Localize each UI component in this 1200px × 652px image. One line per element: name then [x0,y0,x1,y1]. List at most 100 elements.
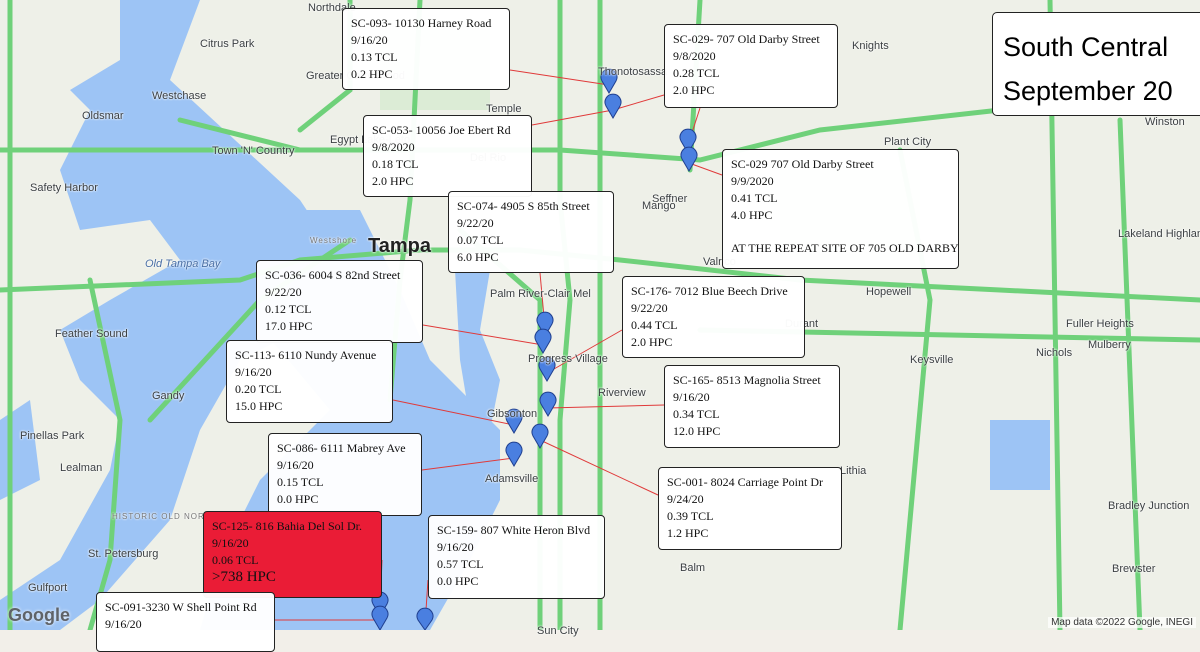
place-label: Brewster [1112,563,1156,575]
callout: SC-091-3230 W Shell Point Rd 9/16/20 [96,592,275,652]
callout-line: 2.0 HPC [673,83,715,97]
callout: SC-001- 8024 Carriage Point Dr 9/24/20 0.3… [658,467,842,550]
callout-line: SC-091-3230 W Shell Point Rd [105,600,257,614]
callout-line: SC-029 707 Old Darby Street [731,157,874,171]
callout: SC-074- 4905 S 85th Street 9/22/20 0.07 TC… [448,191,614,273]
place-label: Lakeland Highlands [1118,228,1200,240]
callout-line: 4.0 HPC [731,208,773,222]
place-label: Safety Harbor [30,182,98,194]
place-label: Sun City [537,625,579,637]
callout-line: 1.2 HPC [667,526,709,540]
place-label: Seffner [652,193,688,205]
callout-line: 2.0 HPC [631,335,673,349]
callout-line: SC-053- 10056 Joe Ebert Rd [372,123,511,137]
callout-line: 9/16/20 [351,33,388,47]
place-label: Keysville [910,354,954,366]
attribution: Map data ©2022 Google, INEGI [1048,617,1196,628]
pins [371,68,698,630]
place-label: Gandy [152,390,185,402]
callout-line: 0.57 TCL [437,557,484,571]
callout-line: AT THE REPEAT SITE OF 705 OLD DARBY [731,241,959,255]
place-label: Gibsonton [487,408,538,420]
place-label: Thonotosassa [598,66,668,78]
place-label: Town 'N' Country [212,145,295,157]
place-label: Hopewell [866,286,912,298]
callout-line: 0.2 HPC [351,67,393,81]
water [455,270,500,430]
callout-line: 2.0 HPC [372,174,414,188]
callout-line: SC-113- 6110 Nundy Avenue [235,348,377,362]
place-label: Knights [852,40,889,52]
callout-line: 9/24/20 [667,492,704,506]
callout: SC-176- 7012 Blue Beech Drive 9/22/20 0.44… [622,276,805,358]
place-label: Winston [1145,116,1185,128]
place-label: Balm [680,562,706,574]
place-label: Tampa [368,235,431,257]
callout-line: 0.07 TCL [457,233,504,247]
place-label: Nichols [1036,347,1073,359]
callout-line: 0.41 TCL [731,191,778,205]
callout-line: SC-036- 6004 S 82nd Street [265,268,401,282]
callout-line: 9/16/20 [437,540,474,554]
callout-line: 0.12 TCL [265,302,312,316]
callout: SC-053- 10056 Joe Ebert Rd 9/8/2020 0.18 T… [363,115,532,197]
place-label: Progress Village [528,353,608,365]
place-label: Mulberry [1088,339,1131,351]
callout: SC-125- 816 Bahia Del Sol Dr. 9/16/20 0.06… [203,511,382,598]
water [0,0,340,630]
callout-line: 9/16/20 [673,390,710,404]
callout-line: 0.15 TCL [277,475,324,489]
callout-line: 0.06 TCL [212,553,259,567]
callout-line: 6.0 HPC [457,250,499,264]
place-label: Gulfport [28,582,68,594]
place-label: Citrus Park [200,38,255,50]
place-label: HISTORIC OLD NORTHEAST [112,512,243,521]
place-label: Riverview [598,387,646,399]
place-label: Bradley Junction [1108,500,1190,512]
callout-line: 0.20 TCL [235,382,282,396]
place-label: Lealman [60,462,103,474]
callout-line: 0.0 HPC [437,574,479,588]
callout-line: 0.34 TCL [673,407,720,421]
place-label: Fuller Heights [1066,318,1134,330]
callout-line: 0.0 HPC [277,492,319,506]
callout: SC-029 707 Old Darby Street 9/9/2020 0.41 … [722,149,959,269]
place-label: Lithia [840,465,867,477]
place-label: Old Tampa Bay [145,258,221,270]
callout-line: 9/16/20 [105,617,142,631]
callout-line: SC-165- 8513 Magnolia Street [673,373,821,387]
callout-line: SC-074- 4905 S 85th Street [457,199,590,213]
callout-line: SC-176- 7012 Blue Beech Drive [631,284,788,298]
callout-line: SC-159- 807 White Heron Blvd [437,523,591,537]
title-box: South Central September 20 [992,12,1200,116]
place-label: Westshore [310,236,358,245]
callout-line: SC-093- 10130 Harney Road [351,16,492,30]
callout-line: SC-001- 8024 Carriage Point Dr [667,475,823,489]
callout-line: 15.0 HPC [235,399,283,413]
callout-line: 9/22/20 [631,301,668,315]
logo: Google [8,605,70,625]
callout-line: 9/16/20 [277,458,314,472]
callout: SC-159- 807 White Heron Blvd 9/16/20 0.57 … [428,515,605,599]
callout-line: 0.39 TCL [667,509,714,523]
place-label: Oldsmar [82,110,124,122]
callout-line: 0.18 TCL [372,157,419,171]
place-label: Plant City [884,136,932,148]
callout: SC-086- 6111 Mabrey Ave 9/16/20 0.15 TCL 0.… [268,433,422,516]
place-label: St. Petersburg [88,548,159,560]
water [990,420,1050,490]
place-label: Westchase [152,90,207,102]
callout-line: 0.44 TCL [631,318,678,332]
callout: SC-029- 707 Old Darby Street 9/8/2020 0.28… [664,24,838,108]
callout-line: 9/8/2020 [673,49,716,63]
callout: SC-113- 6110 Nundy Avenue 9/16/20 0.20 TCL… [226,340,393,423]
place-label: Mango [642,200,676,212]
title-line: September 20 [1003,76,1173,106]
callout-line: 0.28 TCL [673,66,720,80]
callout-line: 9/22/20 [265,285,302,299]
callout-line: 9/9/2020 [731,174,774,188]
callout-line: SC-086- 6111 Mabrey Ave [277,441,406,455]
callout-line: 0.13 TCL [351,50,398,64]
place-label: Adamsville [485,473,539,485]
callout-line: SC-125- 816 Bahia Del Sol Dr. [212,519,362,533]
